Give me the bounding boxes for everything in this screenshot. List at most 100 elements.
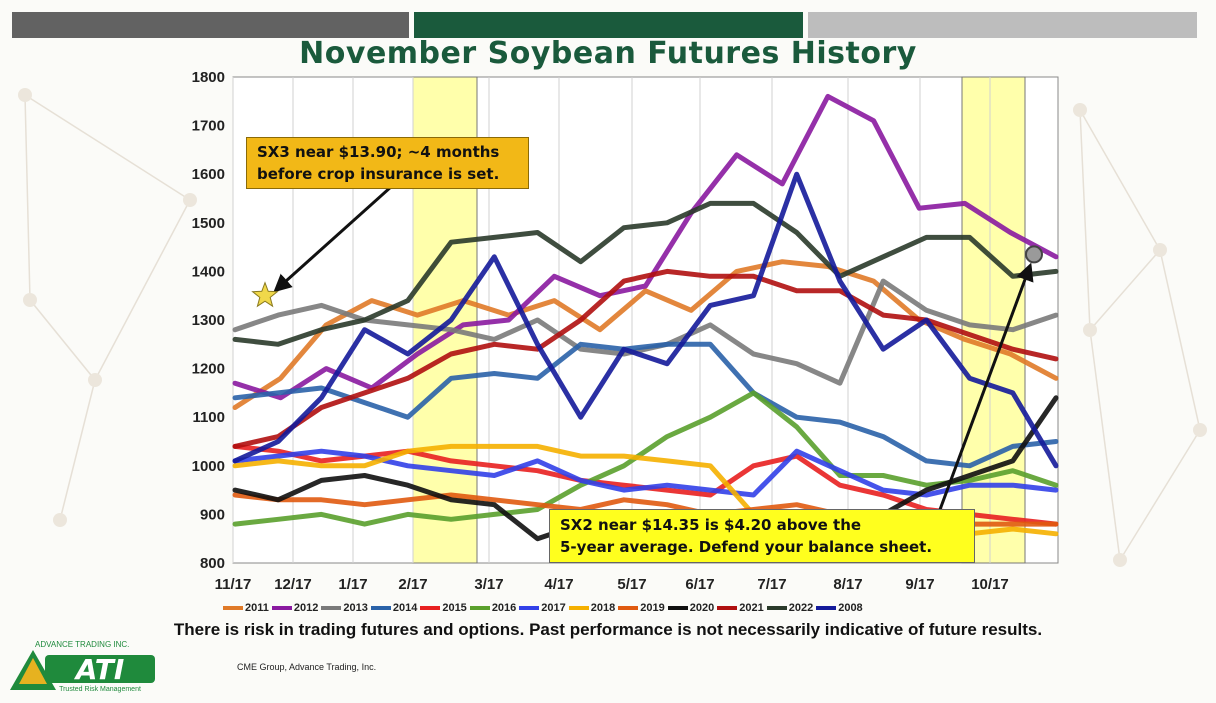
chart-legend: 2011 2012 2013 2014 2015 2016 2017 2018 2019 2020… (223, 602, 866, 614)
legend-item-2016: 2016 (469, 602, 517, 614)
x-tick-label: 1/17 (338, 576, 367, 593)
bg-network-line (1119, 429, 1201, 561)
legend-item-2022: 2022 (766, 602, 814, 614)
legend-label: 2021 (739, 602, 764, 614)
legend-swatch (271, 606, 292, 611)
x-tick-label: 9/17 (905, 576, 934, 593)
legend-label: 2018 (590, 602, 616, 614)
legend-item-2015: 2015 (420, 602, 467, 614)
end-point-marker (1025, 245, 1043, 264)
top-bar-left (12, 12, 409, 38)
x-tick-label: 10/17 (971, 576, 1009, 593)
bg-network-line (59, 379, 96, 521)
y-tick-label: 1100 (192, 409, 225, 426)
legend-item-2021: 2021 (717, 602, 764, 614)
legend-swatch (816, 606, 837, 611)
y-tick-label: 900 (200, 506, 225, 523)
bg-network-line (1089, 329, 1121, 561)
legend-label: 2019 (640, 602, 665, 614)
legend-label: 2015 (442, 602, 467, 614)
callout-sx3-line1: SX3 near $13.90; ~4 months (257, 143, 500, 161)
logo-banner (45, 655, 155, 683)
legend-item-2013: 2013 (321, 602, 368, 614)
callout-sx2-line1: SX2 near $14.35 is $4.20 above the (560, 516, 862, 534)
bg-network-node (18, 88, 32, 102)
legend-label: 2017 (541, 602, 566, 614)
legend-swatch (469, 606, 490, 611)
logo-top-text: ADVANCE TRADING INC. (35, 640, 129, 649)
legend-label: 2014 (392, 602, 418, 614)
y-tick-label: 1000 (192, 458, 225, 475)
legend-label: 2011 (245, 602, 269, 614)
source-note: CME Group, Advance Trading, Inc. (237, 662, 377, 672)
bg-network-node (23, 293, 37, 307)
bg-network-line (1079, 109, 1091, 331)
y-tick-label: 1600 (192, 166, 225, 183)
y-tick-label: 800 (200, 555, 225, 572)
legend-swatch (667, 606, 688, 611)
bg-network-node (1083, 323, 1097, 337)
y-tick-label: 1200 (192, 361, 225, 378)
bg-network-line (24, 94, 31, 301)
legend-item-2018: 2018 (568, 602, 616, 614)
bg-network-line (29, 299, 96, 381)
callout-arrow-sx2 (936, 262, 1034, 516)
bg-network-line (1159, 249, 1201, 431)
bg-network-node (1073, 103, 1087, 117)
x-tick-label: 2/17 (398, 576, 427, 593)
legend-item-2008: 2008 (816, 602, 863, 614)
legend-item-2012: 2012 (271, 602, 318, 614)
chart-title: November Soybean Futures History (299, 36, 917, 71)
legend-item-2011: 2011 (223, 602, 269, 614)
series-line-2021 (232, 268, 1059, 449)
series-line-2008 (232, 171, 1059, 469)
series-line-2022 (232, 200, 1059, 347)
top-bar-right (808, 12, 1197, 38)
x-tick-label: 8/17 (833, 576, 862, 593)
callout-sx3-line2: before crop insurance is set. (257, 165, 500, 183)
y-tick-label: 1800 (192, 69, 225, 86)
x-tick-label: 3/17 (474, 576, 503, 593)
bg-network-node (1153, 243, 1167, 257)
legend-swatch (223, 606, 243, 611)
bg-network-node (1113, 553, 1127, 567)
legend-swatch (321, 606, 342, 611)
x-tick-label: 11/17 (215, 576, 252, 593)
legend-label: 2008 (838, 602, 863, 614)
legend-item-2019: 2019 (618, 602, 665, 614)
legend-swatch (519, 606, 540, 611)
star-icon (251, 281, 279, 308)
x-tick-label: 12/17 (274, 576, 312, 593)
series-line-2016 (232, 390, 1059, 527)
callout-arrow-sx3 (273, 184, 394, 293)
x-tick-label: 5/17 (617, 576, 646, 593)
ati-logo: ADVANCE TRADING INC. ATI Trusted Risk Ma… (10, 640, 155, 693)
callout-sx2: SX2 near $14.35 is $4.20 above the 5-yea… (549, 509, 975, 563)
bg-network-line (24, 94, 191, 201)
logo-tagline: Trusted Risk Management (59, 686, 141, 693)
y-tick-label: 1300 (192, 312, 225, 329)
legend-swatch (420, 606, 441, 611)
legend-label: 2020 (689, 602, 715, 614)
bg-network-node (88, 373, 102, 387)
legend-item-2020: 2020 (667, 602, 715, 614)
legend-label: 2016 (491, 602, 517, 614)
legend-swatch (568, 606, 589, 611)
logo-inner-triangle-icon (19, 658, 47, 684)
logo-brand-text: ATI (74, 653, 125, 686)
series-line-2014 (232, 341, 1059, 469)
highlight-band (961, 76, 1026, 564)
legend-swatch (618, 606, 639, 611)
x-tick-label: 7/17 (757, 576, 786, 593)
legend-label: 2022 (788, 602, 814, 614)
x-tick-label: 6/17 (685, 576, 714, 593)
legend-label: 2013 (343, 602, 368, 614)
callout-sx2-line2: 5-year average. Defend your balance shee… (560, 538, 933, 556)
y-tick-label: 1500 (192, 215, 225, 232)
legend-item-2014: 2014 (370, 602, 418, 614)
bg-network-line (94, 199, 191, 381)
bg-network-line (1079, 109, 1161, 251)
callout-sx3: SX3 near $13.90; ~4 months before crop i… (246, 137, 529, 189)
top-bar-center (414, 12, 803, 38)
